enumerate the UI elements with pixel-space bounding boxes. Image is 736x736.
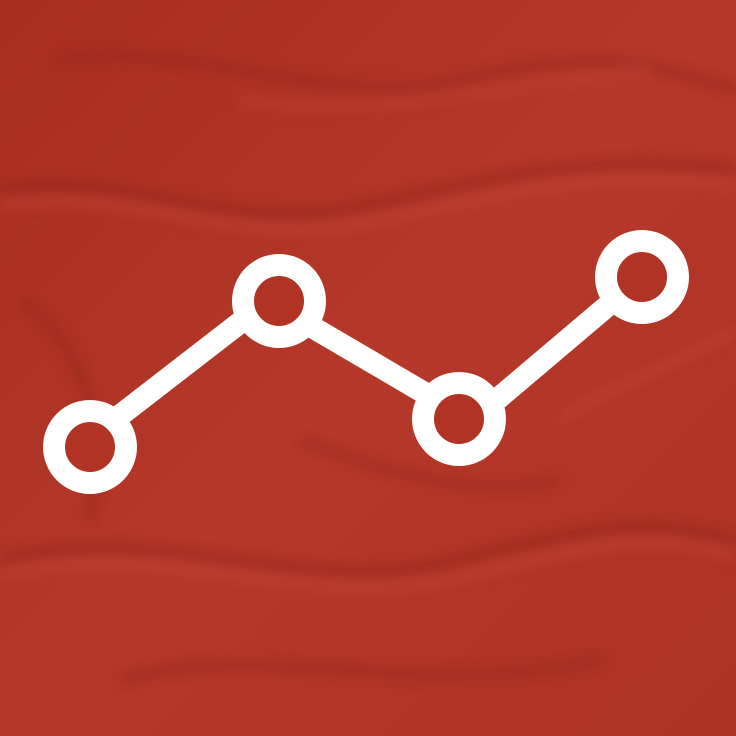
node-circle-3 bbox=[412, 372, 506, 466]
connector-line-1 bbox=[107, 307, 257, 428]
node-circle-4 bbox=[595, 230, 689, 324]
node-circle-2 bbox=[232, 254, 326, 348]
connector-line-2 bbox=[301, 316, 439, 406]
node-circle-1 bbox=[43, 400, 137, 494]
connector-line-3 bbox=[483, 291, 623, 413]
